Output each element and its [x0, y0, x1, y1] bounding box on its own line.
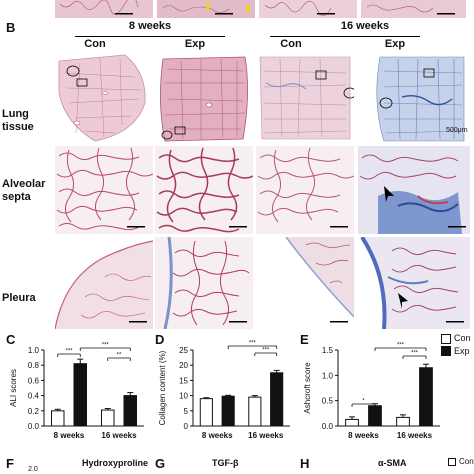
- group-bracket-8-weeks: [75, 36, 225, 37]
- legend-item-con: Con: [441, 333, 474, 344]
- image-lung-exp-16: 500μm: [358, 53, 470, 143]
- y-tick-label: 1.5: [322, 346, 334, 355]
- image-septa-con-16: [256, 146, 354, 234]
- panel-a-strip: [55, 0, 470, 18]
- panel-b-label: B: [6, 20, 16, 35]
- col-label-exp-16: Exp: [384, 38, 406, 50]
- legend: Con Exp: [441, 333, 474, 357]
- panel-h-label: H: [300, 456, 310, 471]
- y-axis-label: Ashcroft score: [303, 362, 312, 414]
- significance-label: ***: [411, 351, 419, 357]
- y-tick-label: 15: [179, 376, 188, 385]
- legend-swatch-con: [441, 333, 451, 344]
- y-tick-label: 0: [184, 422, 189, 431]
- bar-con-1: [101, 409, 115, 427]
- legend-label-con: Con: [454, 333, 471, 343]
- y-tick-label: 0.0: [28, 422, 40, 431]
- y-tick-label: 1.0: [322, 371, 334, 380]
- row-label-lung-tissue: Lung tissue: [2, 108, 34, 133]
- col-label-exp-8: Exp: [184, 38, 206, 50]
- image-septa-con-8: [55, 146, 153, 234]
- y-tick-label: 1.0: [28, 346, 40, 355]
- bar-con-0: [51, 410, 65, 427]
- x-tick-label: 16 weeks: [397, 431, 433, 440]
- col-label-con-8: Con: [84, 38, 106, 50]
- y-tick-label: 0.8: [28, 361, 40, 370]
- x-tick-label: 16 weeks: [248, 431, 284, 440]
- group-header-16-weeks: 16 weeks: [340, 20, 390, 32]
- row-label-pleura: Pleura: [2, 292, 36, 304]
- bar-exp-1: [270, 372, 284, 427]
- chart-ashcroft-score: 0.0 0.5 1.0 1.5 Ashcroft score 8 weeks 16 week…: [303, 343, 440, 440]
- bar-con-1: [248, 396, 262, 427]
- panel-e-label: E: [300, 332, 309, 347]
- panel-h-title: α-SMA: [378, 458, 407, 468]
- bar-exp-1: [123, 395, 137, 427]
- y-tick-label: 0.6: [28, 376, 40, 385]
- legend-bottom-label-con: Con: [459, 457, 474, 466]
- y-tick-label: 0.4: [28, 392, 40, 401]
- panel-g-title: TGF-β: [212, 458, 239, 468]
- significance-label: ***: [65, 349, 73, 355]
- image-lung-con-8: [55, 53, 153, 143]
- x-tick-label: 8 weeks: [54, 431, 85, 440]
- x-tick-label: 8 weeks: [348, 431, 379, 440]
- bar-exp-0: [221, 395, 235, 427]
- group-bracket-16-weeks: [270, 36, 420, 37]
- bar-con-1: [396, 416, 410, 427]
- legend-item-exp: Exp: [441, 346, 474, 357]
- bar-exp-0: [73, 363, 87, 427]
- chart-collagen-content: 0 5 10 15 20 25 Collagen content (%) 8 weeks 16 …: [158, 341, 290, 440]
- chart-ali-scores: 0.0 0.2 0.4 0.6 0.8 1.0 ALI scores 8 weeks 16 we…: [9, 343, 144, 440]
- row-label-alveolar-septa: Alveolar septa: [2, 178, 46, 203]
- legend-bottom-swatch-con: [448, 457, 456, 466]
- y-tick-label: 0.0: [322, 422, 334, 431]
- panel-c-label: C: [6, 332, 16, 347]
- bar-exp-1: [419, 367, 433, 427]
- y-tick-label: 0.5: [322, 397, 334, 406]
- y-axis-label: Collagen content (%): [158, 350, 167, 425]
- y-tick-label: 20: [179, 361, 188, 370]
- image-pleura-exp-16: [358, 237, 470, 329]
- panel-d-label: D: [155, 332, 165, 347]
- x-tick-label: 16 weeks: [101, 431, 137, 440]
- legend-swatch-exp: [441, 346, 451, 357]
- significance-label: *: [362, 399, 365, 405]
- image-pleura-con-8: [55, 237, 153, 329]
- y-axis-label: ALI scores: [9, 369, 18, 407]
- x-tick-label: 8 weeks: [202, 431, 233, 440]
- image-septa-exp-16: [358, 146, 470, 234]
- scale-bar-label: 500μm: [446, 127, 468, 134]
- y-tick-label: 0.2: [28, 407, 40, 416]
- legend-bottom: Con: [448, 457, 474, 466]
- image-septa-exp-8: [155, 146, 253, 234]
- panel-f-tick: 2.0: [28, 466, 38, 473]
- panel-f-label: F: [6, 456, 14, 471]
- group-header-8-weeks: 8 weeks: [128, 20, 172, 32]
- significance-label: ***: [397, 343, 405, 349]
- y-tick-label: 10: [179, 392, 188, 401]
- image-pleura-exp-8: [155, 237, 253, 329]
- significance-label: ***: [102, 343, 110, 349]
- y-tick-label: 5: [184, 407, 189, 416]
- image-pleura-con-16: [256, 237, 354, 329]
- panel-f-title: Hydroxyproline: [82, 458, 149, 468]
- legend-label-exp: Exp: [454, 345, 470, 356]
- bar-exp-0: [368, 405, 382, 427]
- col-label-con-16: Con: [280, 38, 302, 50]
- image-lung-exp-8: [155, 53, 253, 143]
- panel-g-label: G: [155, 456, 166, 471]
- y-tick-label: 25: [179, 346, 188, 355]
- image-lung-con-16: [256, 53, 354, 143]
- significance-label: **: [117, 353, 122, 359]
- significance-label: ***: [262, 348, 270, 354]
- bar-con-0: [345, 418, 359, 427]
- significance-label: ***: [249, 341, 257, 347]
- bar-con-0: [199, 398, 213, 427]
- legend-bottom-con: Con: [448, 457, 474, 466]
